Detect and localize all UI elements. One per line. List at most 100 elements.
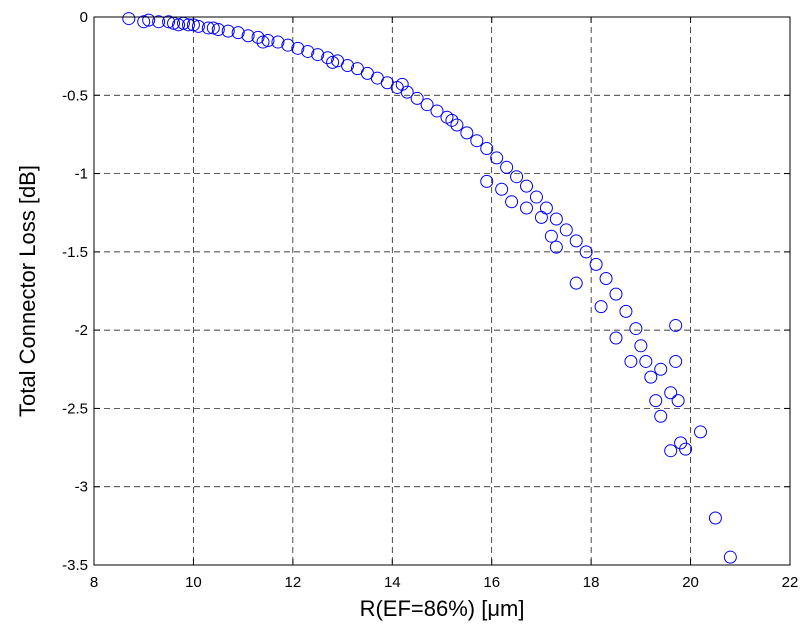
plot-area xyxy=(94,17,790,565)
data-point xyxy=(420,98,434,112)
data-point xyxy=(505,195,519,209)
data-point xyxy=(594,300,608,314)
data-point xyxy=(634,339,648,353)
data-points xyxy=(122,12,737,564)
y-tick-label: -3.5 xyxy=(62,557,88,574)
data-point xyxy=(549,212,563,226)
x-axis-ticks: 8 10 12 14 16 18 20 22 xyxy=(90,17,799,591)
data-point xyxy=(520,179,534,193)
x-tick-label: 10 xyxy=(185,574,202,591)
data-point xyxy=(654,362,668,376)
y-axis-ticks: 0 -0.5 -1 -1.5 -2 -2.5 -3 -3.5 xyxy=(62,9,790,574)
data-point xyxy=(152,15,166,29)
data-point xyxy=(206,21,220,35)
y-tick-label: -0.5 xyxy=(62,87,88,104)
data-point xyxy=(142,13,156,27)
data-point xyxy=(137,15,151,29)
y-tick-label: 0 xyxy=(80,9,88,26)
data-point xyxy=(261,33,275,47)
data-point xyxy=(395,77,409,91)
data-point xyxy=(549,240,563,254)
data-point xyxy=(460,126,474,140)
data-point xyxy=(654,409,668,423)
data-point xyxy=(231,26,245,40)
x-tick-label: 16 xyxy=(483,574,500,591)
data-point xyxy=(201,21,215,35)
data-point xyxy=(664,444,678,458)
plot-frame xyxy=(93,16,791,566)
data-point xyxy=(669,318,683,332)
data-point xyxy=(450,118,464,132)
x-axis-title: R(EF=86%) [μm] xyxy=(360,596,525,621)
data-point xyxy=(609,287,623,301)
data-point xyxy=(579,245,593,259)
data-point xyxy=(221,24,235,38)
data-point xyxy=(534,210,548,224)
x-tick-label: 20 xyxy=(682,574,699,591)
data-point xyxy=(326,55,340,69)
data-point xyxy=(589,257,603,271)
data-point xyxy=(122,12,136,26)
data-point xyxy=(430,104,444,118)
data-point xyxy=(256,35,270,49)
data-point xyxy=(480,174,494,188)
data-point xyxy=(410,91,424,105)
x-tick-label: 22 xyxy=(782,574,799,591)
y-tick-label: -2.5 xyxy=(62,400,88,417)
data-point xyxy=(599,271,613,285)
data-point xyxy=(211,23,225,37)
data-point xyxy=(639,354,653,368)
data-point xyxy=(191,19,205,33)
data-point xyxy=(311,48,325,62)
data-point xyxy=(619,304,633,318)
data-point xyxy=(520,201,534,215)
data-point xyxy=(669,354,683,368)
x-tick-label: 14 xyxy=(384,574,401,591)
data-point xyxy=(500,160,514,174)
data-point xyxy=(321,51,335,65)
data-point xyxy=(559,223,573,237)
data-point xyxy=(495,182,509,196)
x-tick-label: 8 xyxy=(90,574,98,591)
data-point xyxy=(470,134,484,148)
data-point xyxy=(172,18,186,32)
x-tick-label: 18 xyxy=(583,574,600,591)
data-point xyxy=(281,38,295,52)
data-point xyxy=(544,229,558,243)
y-tick-label: -1.5 xyxy=(62,244,88,261)
data-point xyxy=(241,29,255,43)
data-point xyxy=(644,370,658,384)
data-point xyxy=(569,276,583,290)
data-point xyxy=(529,190,543,204)
data-point xyxy=(569,234,583,248)
data-point xyxy=(679,442,693,456)
data-point xyxy=(341,59,355,73)
data-point xyxy=(162,15,176,29)
y-tick-label: -3 xyxy=(75,479,88,496)
x-tick-label: 12 xyxy=(285,574,302,591)
data-point xyxy=(271,35,285,49)
data-point xyxy=(291,41,305,55)
data-point xyxy=(664,386,678,400)
data-point xyxy=(694,425,708,439)
y-axis-title: Total Connector Loss [dB] xyxy=(15,165,40,417)
data-point xyxy=(624,354,638,368)
data-point xyxy=(445,113,459,127)
y-tick-label: -2 xyxy=(75,322,88,339)
grid-lines xyxy=(94,17,790,565)
y-tick-label: -1 xyxy=(75,166,88,183)
data-point xyxy=(671,394,685,408)
data-point xyxy=(649,394,663,408)
data-point xyxy=(301,44,315,58)
data-point xyxy=(251,30,265,44)
data-point xyxy=(629,322,643,336)
data-point xyxy=(490,151,504,165)
data-point xyxy=(609,331,623,345)
data-point xyxy=(480,142,494,156)
data-point xyxy=(723,550,737,564)
data-point xyxy=(400,85,414,99)
data-point xyxy=(708,511,722,525)
data-point xyxy=(181,18,195,32)
data-point xyxy=(510,170,524,184)
